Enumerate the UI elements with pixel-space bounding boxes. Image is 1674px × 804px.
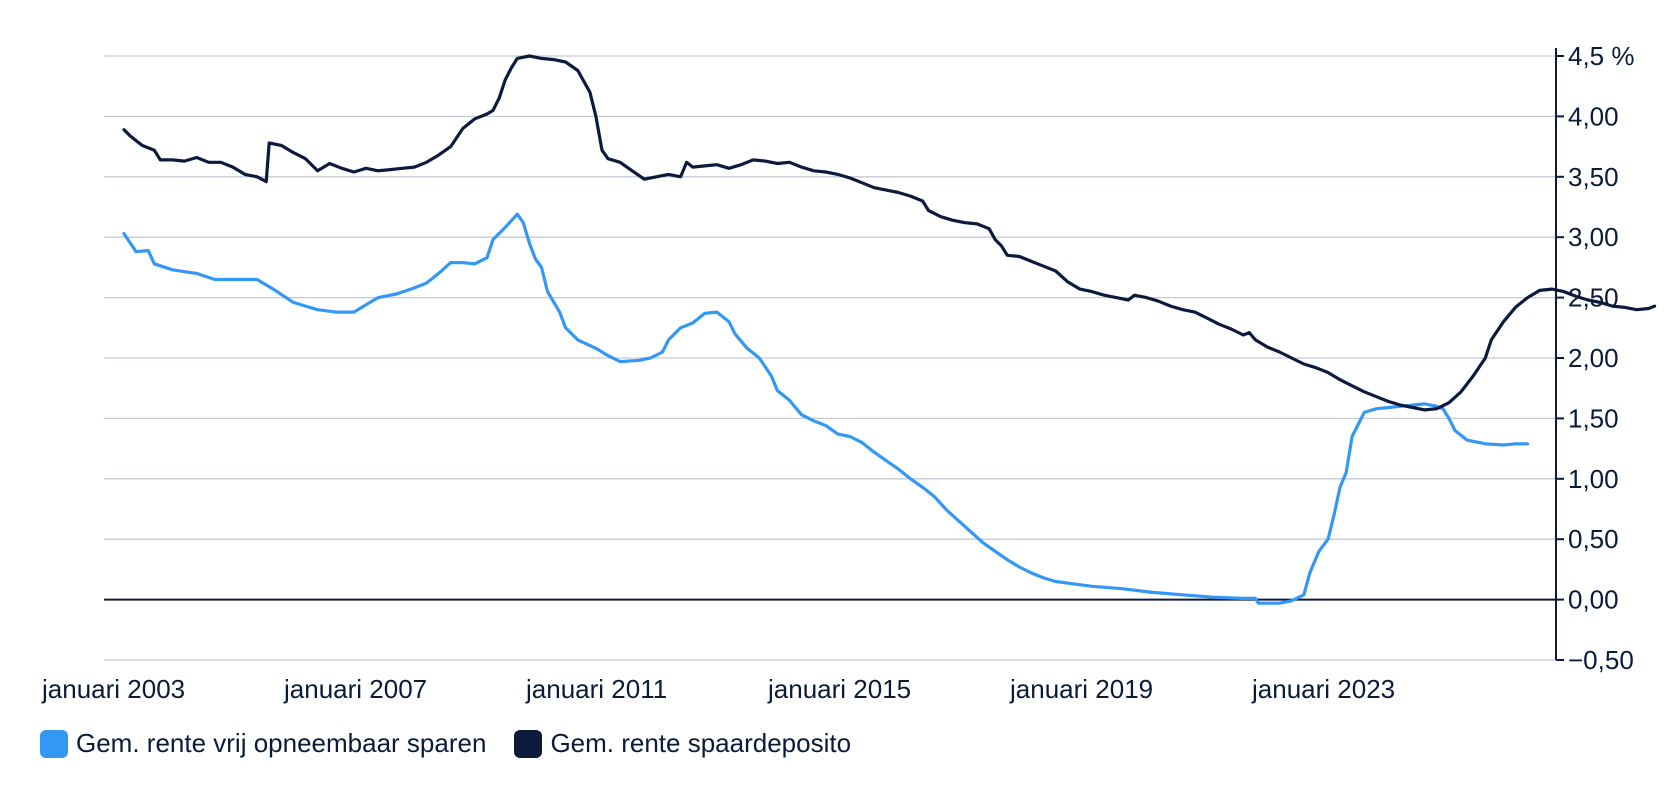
legend-label-spaardeposito: Gem. rente spaardeposito <box>550 728 852 758</box>
series-line-spaardeposito <box>122 54 1657 412</box>
x-tick-label: januari 2007 <box>283 674 427 704</box>
y-tick-label: 3,00 <box>1568 222 1619 252</box>
y-tick-label: 4,5 % <box>1568 41 1635 71</box>
legend: Gem. rente vrij opneembaar sparen Gem. r… <box>40 728 851 759</box>
x-tick-label: januari 2011 <box>525 674 667 704</box>
line-chart: −0,500,000,501,001,502,002,503,003,504,0… <box>41 41 1657 704</box>
x-tick-label: januari 2003 <box>41 674 185 704</box>
y-tick-label: −0,50 <box>1568 645 1634 675</box>
x-tick-label: januari 2015 <box>767 674 911 704</box>
legend-label-vrij-opneembaar: Gem. rente vrij opneembaar sparen <box>76 728 487 758</box>
legend-item-vrij-opneembaar[interactable]: Gem. rente vrij opneembaar sparen <box>40 728 486 759</box>
x-tick-label: januari 2019 <box>1009 674 1153 704</box>
y-tick-label: 3,50 <box>1568 162 1619 192</box>
series-line-vrij-opneembaar <box>122 212 1530 605</box>
y-tick-label: 1,50 <box>1568 403 1619 433</box>
y-tick-label: 2,00 <box>1568 343 1619 373</box>
legend-item-spaardeposito[interactable]: Gem. rente spaardeposito <box>514 728 851 759</box>
legend-swatch-vrij-opneembaar <box>40 729 68 758</box>
legend-swatch-spaardeposito <box>514 729 543 758</box>
y-tick-label: 4,00 <box>1568 101 1619 131</box>
x-tick-label: januari 2023 <box>1251 674 1395 704</box>
y-tick-label: 0,50 <box>1568 524 1619 554</box>
y-tick-label: 1,00 <box>1568 464 1619 494</box>
y-tick-label: 0,00 <box>1568 585 1619 615</box>
